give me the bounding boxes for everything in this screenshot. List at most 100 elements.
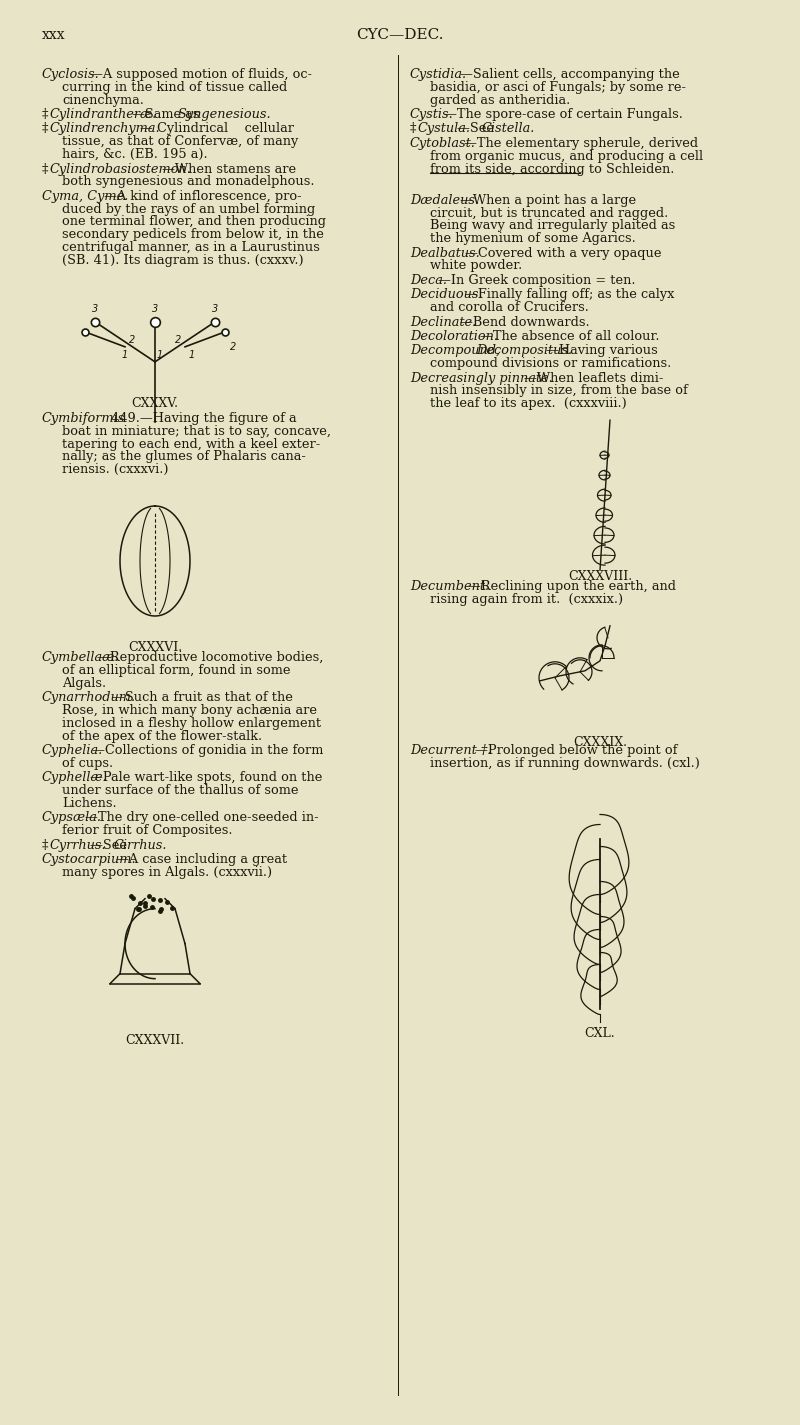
Text: Decompositus.: Decompositus. xyxy=(476,345,572,358)
Text: basidia, or asci of Fungals; by some re-: basidia, or asci of Fungals; by some re- xyxy=(430,81,686,94)
Text: Cystidia.: Cystidia. xyxy=(410,68,467,81)
Text: —When leaflets dimi-: —When leaflets dimi- xyxy=(524,372,663,385)
Text: (SB. 41). Its diagram is thus. (cxxxv.): (SB. 41). Its diagram is thus. (cxxxv.) xyxy=(62,254,304,266)
Text: Cylindrenchyma.: Cylindrenchyma. xyxy=(50,123,161,135)
Text: many spores in Algals. (cxxxvii.): many spores in Algals. (cxxxvii.) xyxy=(62,866,272,879)
Text: —The dry one-celled one-seeded in-: —The dry one-celled one-seeded in- xyxy=(85,811,318,824)
Text: Decumbent.: Decumbent. xyxy=(410,580,489,593)
Text: —Collections of gonidia in the form: —Collections of gonidia in the form xyxy=(92,744,323,757)
Text: both syngenesious and monadelphous.: both syngenesious and monadelphous. xyxy=(62,175,314,188)
Text: Cynarrhodum.: Cynarrhodum. xyxy=(42,691,136,704)
Text: ‡: ‡ xyxy=(42,838,53,852)
Text: Cystocarpium.: Cystocarpium. xyxy=(42,854,137,866)
Text: boat in miniature; that is to say, concave,: boat in miniature; that is to say, conca… xyxy=(62,425,331,437)
Text: Cyphelia.: Cyphelia. xyxy=(42,744,103,757)
Text: ‡: ‡ xyxy=(42,108,53,121)
Text: —The elementary spherule, derived: —The elementary spherule, derived xyxy=(464,137,698,150)
Text: Dealbatus.: Dealbatus. xyxy=(410,247,480,259)
Text: — Cylindrical    cellular: — Cylindrical cellular xyxy=(140,123,294,135)
Text: —Prolonged below the point of: —Prolonged below the point of xyxy=(475,744,678,757)
Text: Deciduous.: Deciduous. xyxy=(410,288,482,301)
Text: riensis. (cxxxvi.): riensis. (cxxxvi.) xyxy=(62,463,169,476)
Text: —A supposed motion of fluids, oc-: —A supposed motion of fluids, oc- xyxy=(90,68,312,81)
Text: and corolla of Crucifers.: and corolla of Crucifers. xyxy=(430,301,589,314)
Text: Cyma, Cyme.: Cyma, Cyme. xyxy=(42,190,128,202)
Text: 1: 1 xyxy=(189,349,195,361)
Text: centrifugal manner, as in a Laurustinus: centrifugal manner, as in a Laurustinus xyxy=(62,241,320,254)
Text: of cups.: of cups. xyxy=(62,757,113,770)
Text: rising again from it.  (cxxxix.): rising again from it. (cxxxix.) xyxy=(430,593,623,606)
Text: curring in the kind of tissue called: curring in the kind of tissue called xyxy=(62,81,287,94)
Text: 2: 2 xyxy=(129,335,135,345)
Text: ‡: ‡ xyxy=(42,123,53,135)
Text: —The absence of all colour.: —The absence of all colour. xyxy=(480,331,659,343)
Text: compound divisions or ramifications.: compound divisions or ramifications. xyxy=(430,358,671,370)
Text: Deca.: Deca. xyxy=(410,274,447,286)
Text: —See: —See xyxy=(90,838,131,852)
Text: insertion, as if running downwards. (cxl.): insertion, as if running downwards. (cxl… xyxy=(430,757,700,770)
Text: circuit, but is truncated and ragged.: circuit, but is truncated and ragged. xyxy=(430,207,668,219)
Text: —Pale wart-like spots, found on the: —Pale wart-like spots, found on the xyxy=(90,771,322,784)
Text: —A kind of inflorescence, pro-: —A kind of inflorescence, pro- xyxy=(104,190,302,202)
Text: hairs, &c. (EB. 195 a).: hairs, &c. (EB. 195 a). xyxy=(62,148,208,161)
Text: Cypsæla.: Cypsæla. xyxy=(42,811,102,824)
Text: CXXXVI.: CXXXVI. xyxy=(128,641,182,654)
Text: Cyrrhus.: Cyrrhus. xyxy=(50,838,106,852)
Text: —Reclining upon the earth, and: —Reclining upon the earth, and xyxy=(468,580,676,593)
Text: Cytoblast.: Cytoblast. xyxy=(410,137,476,150)
Text: CXXXIX.: CXXXIX. xyxy=(573,735,627,748)
Text: Decreasingly pinnate.: Decreasingly pinnate. xyxy=(410,372,553,385)
Text: xxx: xxx xyxy=(42,28,66,41)
Text: —In Greek composition = ten.: —In Greek composition = ten. xyxy=(438,274,635,286)
Text: —Covered with a very opaque: —Covered with a very opaque xyxy=(465,247,662,259)
Text: cinenchyma.: cinenchyma. xyxy=(62,94,144,107)
Text: —When stamens are: —When stamens are xyxy=(162,162,296,175)
Text: of the apex of the flower-stalk.: of the apex of the flower-stalk. xyxy=(62,730,262,742)
Text: Cyclosis.: Cyclosis. xyxy=(42,68,100,81)
Text: ‡: ‡ xyxy=(42,162,53,175)
Text: 3: 3 xyxy=(92,304,98,314)
Text: under surface of the thallus of some: under surface of the thallus of some xyxy=(62,784,298,797)
Text: CXXXV.: CXXXV. xyxy=(131,396,178,410)
Text: Cistella.: Cistella. xyxy=(482,123,535,135)
Text: Cymbellaæ.: Cymbellaæ. xyxy=(42,651,119,664)
Text: Dædaleus.: Dædaleus. xyxy=(410,194,479,207)
Text: —Finally falling off; as the calyx: —Finally falling off; as the calyx xyxy=(465,288,674,301)
Text: from its side, according to Schleiden.: from its side, according to Schleiden. xyxy=(430,162,674,175)
Text: Decompound,: Decompound, xyxy=(410,345,500,358)
Text: —Bend downwards.: —Bend downwards. xyxy=(460,315,590,329)
Text: Declinate.: Declinate. xyxy=(410,315,476,329)
Text: nally; as the glumes of Phalaris cana-: nally; as the glumes of Phalaris cana- xyxy=(62,450,306,463)
Text: Cyphellæ.: Cyphellæ. xyxy=(42,771,108,784)
Text: duced by the rays of an umbel forming: duced by the rays of an umbel forming xyxy=(62,202,315,215)
Text: Decurrent †.: Decurrent †. xyxy=(410,744,491,757)
Text: from organic mucus, and producing a cell: from organic mucus, and producing a cell xyxy=(430,150,703,162)
Text: inclosed in a fleshy hollow enlargement: inclosed in a fleshy hollow enlargement xyxy=(62,717,321,730)
Text: —Having various: —Having various xyxy=(546,345,658,358)
Text: —When a point has a large: —When a point has a large xyxy=(460,194,636,207)
Text: 2: 2 xyxy=(230,342,236,352)
Text: CXL.: CXL. xyxy=(585,1027,615,1040)
Text: Cymbiformis: Cymbiformis xyxy=(42,412,126,425)
Text: Algals.: Algals. xyxy=(62,677,106,690)
Text: CXXXVII.: CXXXVII. xyxy=(126,1033,185,1047)
Text: CXXXVIII.: CXXXVIII. xyxy=(568,570,632,583)
Text: ferior fruit of Composites.: ferior fruit of Composites. xyxy=(62,824,233,836)
Text: —A case including a great: —A case including a great xyxy=(116,854,287,866)
Text: —Such a fruit as that of the: —Such a fruit as that of the xyxy=(112,691,293,704)
Text: 3: 3 xyxy=(152,304,158,314)
Text: white powder.: white powder. xyxy=(430,259,522,272)
Text: Rose, in which many bony achænia are: Rose, in which many bony achænia are xyxy=(62,704,317,717)
Text: Decoloration.: Decoloration. xyxy=(410,331,498,343)
Text: tapering to each end, with a keel exter-: tapering to each end, with a keel exter- xyxy=(62,437,320,450)
Text: of an elliptical form, found in some: of an elliptical form, found in some xyxy=(62,664,290,677)
Text: tissue, as that of Confervæ, of many: tissue, as that of Confervæ, of many xyxy=(62,135,298,148)
Text: 1: 1 xyxy=(157,349,163,361)
Text: 449.—Having the figure of a: 449.—Having the figure of a xyxy=(107,412,297,425)
Text: 2: 2 xyxy=(175,335,182,345)
Text: Cirrhus.: Cirrhus. xyxy=(114,838,167,852)
Text: the hymenium of some Agarics.: the hymenium of some Agarics. xyxy=(430,232,636,245)
Text: CYC—DEC.: CYC—DEC. xyxy=(356,28,444,41)
Text: Syngenesious.: Syngenesious. xyxy=(178,108,272,121)
Text: —Salient cells, accompanying the: —Salient cells, accompanying the xyxy=(460,68,680,81)
